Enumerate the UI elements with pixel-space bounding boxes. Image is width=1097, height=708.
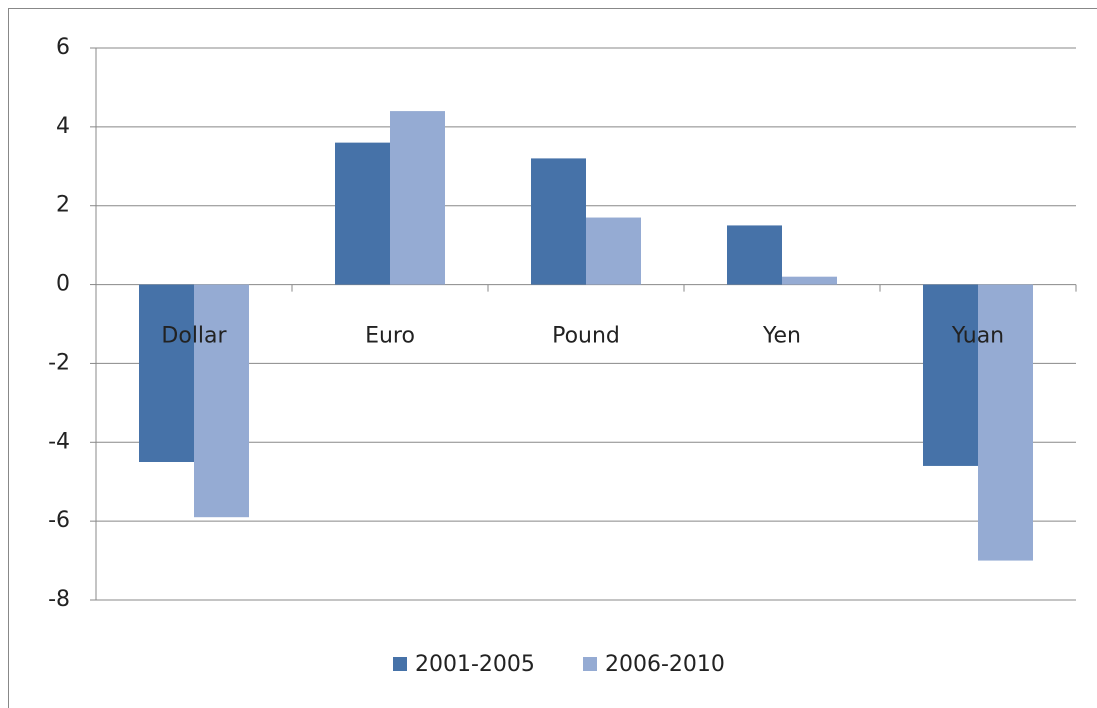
bar [390, 111, 445, 285]
bar [139, 284, 194, 462]
bar [194, 284, 249, 518]
x-tick-label: Pound [552, 324, 620, 349]
x-tick-label: Euro [365, 324, 415, 349]
bar [782, 276, 837, 285]
y-tick-label: -6 [48, 508, 70, 533]
y-tick-label: 2 [56, 193, 70, 218]
bar [923, 284, 978, 466]
chart-border [8, 8, 1097, 708]
x-tick-label: Yuan [951, 324, 1004, 349]
y-tick-label: 6 [56, 35, 70, 60]
bar [727, 225, 782, 285]
legend-swatch [393, 657, 407, 671]
legend-swatch [583, 657, 597, 671]
y-tick-label: -8 [48, 587, 70, 612]
y-tick-label: 4 [56, 114, 70, 139]
x-tick-label: Dollar [161, 324, 227, 349]
bar [335, 142, 390, 285]
bar [531, 158, 586, 285]
legend-label: 2006-2010 [605, 652, 725, 677]
y-tick-label: -4 [48, 429, 70, 454]
bar [586, 217, 641, 285]
x-tick-label: Yen [762, 324, 801, 349]
bar [978, 284, 1033, 561]
y-tick-label: 0 [56, 272, 70, 297]
legend-label: 2001-2005 [415, 652, 535, 677]
y-tick-label: -2 [48, 350, 70, 375]
